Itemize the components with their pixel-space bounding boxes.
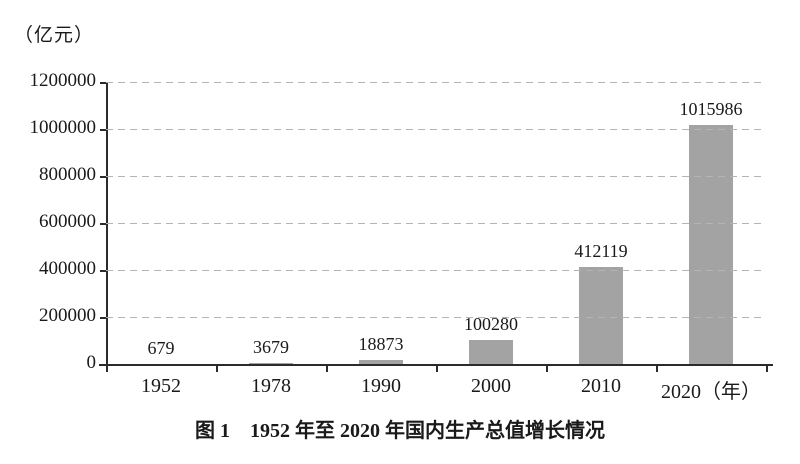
y-axis-tick-label: 400000 — [39, 258, 96, 279]
bar-value-label: 412119 — [574, 241, 628, 262]
y-axis-tick-label: 800000 — [39, 164, 96, 185]
x-axis-tick — [766, 365, 768, 372]
y-axis-tick — [100, 364, 107, 366]
x-axis-category-label: 2010 — [581, 375, 621, 397]
y-axis-tick-label: 600000 — [39, 211, 96, 232]
y-axis-tick — [100, 223, 107, 225]
x-axis-category-label: 1978 — [251, 375, 291, 397]
x-axis-category-label: 1952 — [141, 375, 181, 397]
y-axis-tick — [100, 270, 107, 272]
y-axis-tick — [100, 176, 107, 178]
bar — [469, 340, 513, 364]
y-axis-tick-label: 1000000 — [29, 117, 97, 138]
y-axis-tick-label: 200000 — [39, 305, 96, 326]
y-axis-tick — [100, 129, 107, 131]
x-axis-tick — [436, 365, 438, 372]
gridline — [106, 82, 766, 83]
gridline — [106, 317, 766, 318]
bar — [579, 267, 623, 364]
bar-value-label: 18873 — [358, 333, 404, 354]
x-axis — [99, 364, 773, 366]
y-axis-unit-label: （亿元） — [14, 25, 95, 46]
figure-caption: 图 1 1952 年至 2020 年国内生产总值增长情况 — [195, 420, 605, 442]
gridline — [106, 223, 766, 224]
x-axis-category-label: 2000 — [471, 375, 511, 397]
x-axis-category-label: 1990 — [361, 375, 401, 397]
x-axis-tick — [656, 365, 658, 372]
y-axis-tick — [100, 82, 107, 84]
bar-value-label: 3679 — [253, 337, 289, 358]
y-axis-tick-label: 0 — [86, 352, 97, 373]
y-axis-tick — [100, 317, 107, 319]
x-axis-tick — [546, 365, 548, 372]
gridline — [106, 270, 766, 271]
bar-value-label: 100280 — [464, 314, 518, 335]
x-axis-tick — [326, 365, 328, 372]
x-axis-category-label: 2020（年） — [661, 381, 761, 403]
x-axis-tick — [106, 365, 108, 372]
gridline — [106, 176, 766, 177]
bar — [359, 359, 403, 364]
y-axis-tick-label: 1200000 — [29, 70, 97, 91]
x-axis-tick — [216, 365, 218, 372]
bar-value-label: 679 — [147, 337, 175, 358]
bar-value-label: 1015986 — [679, 99, 743, 120]
bar — [249, 363, 293, 364]
gridline — [106, 129, 766, 130]
bar — [689, 125, 733, 364]
